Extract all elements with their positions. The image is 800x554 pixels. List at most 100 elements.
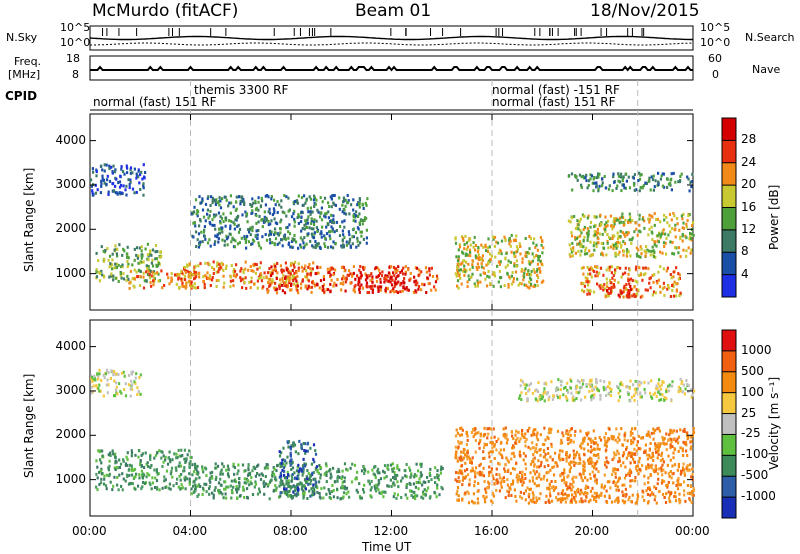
power-echo-cell bbox=[686, 219, 689, 223]
power-echo-cell bbox=[580, 244, 583, 248]
power-echo-cell bbox=[111, 258, 114, 262]
power-echo-cell bbox=[276, 242, 279, 246]
velocity-echo-cell bbox=[590, 440, 593, 444]
velocity-echo-cell bbox=[468, 483, 471, 487]
velocity-echo-cell bbox=[609, 389, 613, 393]
power-echo-cell bbox=[494, 255, 497, 259]
velocity-echo-cell bbox=[520, 496, 524, 500]
velocity-echo-cell bbox=[474, 475, 477, 479]
velocity-echo-cell bbox=[289, 454, 292, 458]
power-echo-cell bbox=[257, 277, 261, 281]
velocity-echo-cell bbox=[247, 466, 250, 470]
power-echo-cell bbox=[276, 271, 279, 275]
power-echo-cell bbox=[160, 269, 163, 273]
power-echo-cell bbox=[582, 174, 585, 178]
power-echo-cell bbox=[218, 203, 221, 207]
power-echo-cell bbox=[587, 283, 590, 287]
power-echo-cell bbox=[329, 219, 332, 223]
power-echo-cell bbox=[181, 284, 184, 288]
velocity-echo-cell bbox=[637, 459, 641, 463]
velocity-echo-cell bbox=[304, 462, 308, 466]
velocity-echo-cell bbox=[343, 462, 347, 466]
velocity-echo-cell bbox=[303, 478, 307, 482]
velocity-echo-cell bbox=[291, 477, 294, 481]
velocity-echo-cell bbox=[287, 473, 290, 477]
velocity-echo-cell bbox=[570, 379, 573, 383]
velocity-echo-cell bbox=[676, 437, 679, 441]
power-echo-cell bbox=[537, 276, 540, 280]
power-echo-cell bbox=[341, 229, 344, 233]
power-echo-cell bbox=[133, 167, 136, 171]
power-echo-cell bbox=[653, 223, 656, 227]
velocity-echo-cell bbox=[570, 460, 573, 464]
velocity-echo-cell bbox=[318, 480, 321, 484]
power-echo-cell bbox=[259, 272, 262, 276]
velocity-echo-cell bbox=[531, 476, 534, 480]
velocity-echo-cell bbox=[593, 474, 596, 478]
velocity-echo-cell bbox=[264, 482, 268, 486]
power-echo-cell bbox=[480, 262, 483, 266]
power-echo-cell bbox=[597, 189, 600, 193]
velocity-echo-cell bbox=[198, 483, 201, 487]
power-echo-cell bbox=[126, 245, 129, 249]
velocity-echo-cell bbox=[488, 465, 491, 469]
velocity-echo-cell bbox=[518, 396, 521, 400]
power-echo-cell bbox=[264, 203, 267, 207]
power-echo-cell bbox=[668, 213, 672, 216]
velocity-echo-cell bbox=[109, 454, 112, 457]
velocity-echo-cell bbox=[266, 466, 269, 470]
velocity-echo-cell bbox=[355, 477, 358, 481]
power-echo-cell bbox=[540, 243, 543, 247]
power-echo-cell bbox=[276, 222, 279, 226]
velocity-echo-cell bbox=[482, 450, 485, 454]
power-echo-cell bbox=[194, 198, 198, 202]
power-echo-cell bbox=[245, 246, 248, 250]
velocity-echo-cell bbox=[294, 450, 297, 454]
velocity-echo-cell bbox=[686, 454, 689, 457]
power-echo-cell bbox=[343, 208, 346, 212]
velocity-echo-cell bbox=[454, 478, 457, 482]
power-echo-cell bbox=[360, 234, 363, 238]
velocity-echo-cell bbox=[607, 461, 610, 465]
velocity-echo-cell bbox=[677, 390, 680, 394]
power-echo-cell bbox=[215, 270, 218, 274]
velocity-echo-cell bbox=[636, 469, 639, 473]
power-echo-cell bbox=[596, 282, 599, 286]
power-echo-cell bbox=[269, 274, 273, 278]
power-echo-cell bbox=[521, 257, 524, 261]
velocity-echo-cell bbox=[338, 475, 341, 479]
velocity-echo-cell bbox=[661, 463, 664, 467]
power-echo-cell bbox=[274, 237, 278, 241]
velocity-echo-cell bbox=[561, 431, 564, 435]
velocity-echo-cell bbox=[506, 489, 509, 493]
power-echo-cell bbox=[580, 249, 583, 253]
power-echo-cell bbox=[357, 243, 360, 247]
power-echo-cell bbox=[672, 284, 675, 288]
power-echo-cell bbox=[633, 285, 636, 289]
power-echo-cell bbox=[366, 291, 369, 294]
velocity-echo-cell bbox=[600, 493, 603, 497]
velocity-echo-cell bbox=[661, 380, 664, 384]
velocity-echo-cell bbox=[691, 493, 694, 497]
velocity-echo-cell bbox=[669, 431, 672, 435]
power-echo-cell bbox=[193, 205, 196, 209]
power-echo-cell bbox=[206, 276, 209, 280]
power-echo-cell bbox=[274, 231, 277, 235]
power-echo-cell bbox=[196, 238, 199, 242]
power-echo-cell bbox=[115, 177, 118, 181]
power-echo-cell bbox=[246, 220, 249, 224]
velocity-echo-cell bbox=[504, 496, 507, 500]
velocity-echo-cell bbox=[201, 493, 204, 496]
velocity-echo-cell bbox=[396, 464, 399, 468]
velocity-echo-cell bbox=[120, 484, 123, 488]
power-echo-cell bbox=[631, 294, 634, 298]
power-echo-cell bbox=[348, 240, 351, 244]
velocity-echo-cell bbox=[245, 481, 248, 485]
velocity-echo-cell bbox=[475, 466, 478, 470]
velocity-echo-cell bbox=[676, 487, 680, 491]
power-echo-cell bbox=[332, 218, 335, 222]
velocity-echo-cell bbox=[290, 444, 293, 448]
velocity-echo-cell bbox=[567, 442, 570, 446]
velocity-echo-cell bbox=[667, 480, 670, 484]
power-echo-cell bbox=[215, 279, 218, 283]
